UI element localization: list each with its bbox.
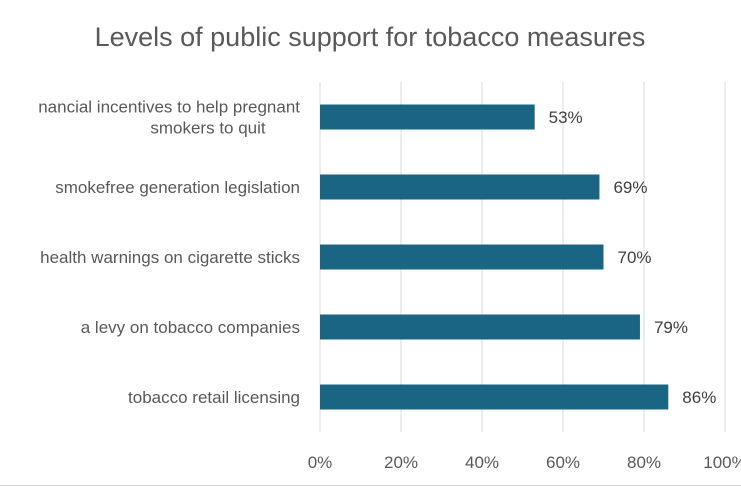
data-label: 70%: [618, 248, 652, 267]
bars: [320, 104, 669, 410]
data-label: 86%: [682, 388, 716, 407]
x-tick-label: 0%: [308, 453, 333, 472]
x-axis-tick-labels: 0% 20% 40% 60% 80% 100%: [308, 453, 741, 472]
category-label: tobacco retail licensing: [128, 388, 300, 407]
x-tick-label: 20%: [384, 453, 418, 472]
bar: [320, 174, 600, 200]
category-label: health warnings on cigarette sticks: [40, 248, 300, 267]
data-label: 53%: [549, 108, 583, 127]
category-label: smokers to quit: [150, 119, 266, 138]
bar: [320, 384, 669, 410]
x-tick-label: 80%: [627, 453, 661, 472]
data-label: 79%: [654, 318, 688, 337]
category-label: smokefree generation legislation: [55, 178, 300, 197]
bar: [320, 314, 640, 340]
data-labels: 53% 69% 70% 79% 86%: [549, 108, 717, 407]
category-label: nancial incentives to help pregnant: [38, 98, 300, 117]
chart-title: Levels of public support for tobacco mea…: [95, 22, 646, 52]
bar: [320, 104, 535, 130]
category-label: a levy on tobacco companies: [81, 318, 300, 337]
category-labels: nancial incentives to help pregnant smoke…: [38, 98, 300, 408]
x-tick-label: 60%: [546, 453, 580, 472]
data-label: 69%: [613, 178, 647, 197]
bar: [320, 244, 604, 270]
x-tick-label: 100%: [703, 453, 741, 472]
x-tick-label: 40%: [465, 453, 499, 472]
